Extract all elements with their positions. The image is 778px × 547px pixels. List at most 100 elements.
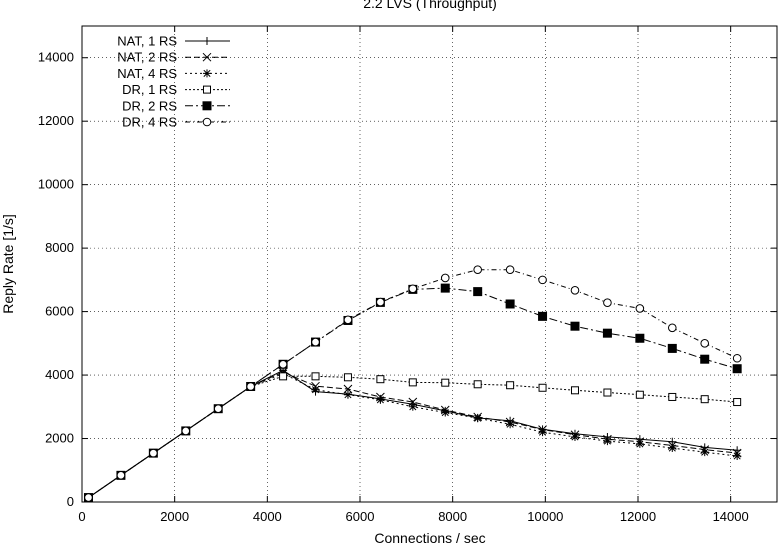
series-6 (84, 265, 742, 502)
data-point (473, 380, 482, 389)
series-3 (84, 369, 742, 502)
data-point (635, 390, 644, 399)
legend-label: DR, 4 RS (122, 115, 177, 130)
data-point (538, 383, 547, 392)
data-point (732, 364, 742, 374)
legend-item: DR, 2 RS (122, 98, 230, 113)
data-point (603, 298, 612, 308)
data-point (440, 283, 450, 293)
data-point (246, 382, 255, 391)
data-point (732, 353, 742, 363)
data-point (311, 337, 320, 347)
y-axis-label: Reply Rate [1/s] (0, 214, 16, 314)
series-4 (84, 372, 742, 502)
data-point (408, 284, 418, 294)
x-tick-label: 2000 (160, 509, 189, 524)
data-point (408, 378, 417, 387)
legend-marker (202, 101, 212, 111)
data-point (376, 395, 385, 404)
y-axis: 0 2000 4000 6000 8000 10000 12000 14000 (38, 50, 777, 509)
legend-label: NAT, 2 RS (117, 50, 177, 65)
data-point (667, 323, 677, 333)
legend-label: DR, 2 RS (122, 98, 177, 113)
legend-item: DR, 4 RS (122, 115, 230, 130)
y-tick-label: 4000 (45, 367, 74, 382)
data-point (538, 428, 547, 437)
data-point (505, 265, 515, 275)
data-point (149, 448, 158, 458)
data-point (279, 372, 288, 381)
x-tick-label: 0 (78, 509, 85, 524)
data-point (700, 395, 709, 404)
data-point (441, 378, 450, 387)
data-point (181, 426, 191, 436)
legend-item: DR, 1 RS (122, 82, 230, 97)
data-point (343, 315, 353, 325)
data-point (538, 311, 548, 321)
data-point (376, 297, 385, 307)
legend-marker (203, 85, 211, 94)
data-point (311, 385, 320, 394)
data-point (343, 390, 352, 399)
data-point (440, 273, 450, 283)
data-point (408, 402, 417, 411)
x-tick-label: 4000 (253, 509, 282, 524)
chart-title: 2.2 LVS (Throughput) (363, 0, 497, 11)
data-point (506, 381, 515, 390)
data-point (473, 265, 482, 275)
data-point (570, 386, 579, 395)
data-point (635, 439, 644, 448)
x-tick-label: 10000 (527, 509, 563, 524)
data-point (602, 328, 612, 338)
y-tick-label: 2000 (45, 431, 74, 446)
data-point (667, 343, 677, 353)
y-tick-label: 10000 (38, 177, 74, 192)
legend-label: NAT, 4 RS (117, 66, 177, 81)
x-axis: 0 2000 4000 6000 8000 10000 12000 14000 (78, 26, 749, 524)
legend-label: NAT, 1 RS (117, 34, 177, 49)
x-tick-label: 12000 (620, 509, 656, 524)
data-point (473, 287, 483, 297)
y-tick-label: 8000 (45, 240, 74, 255)
legend-marker (203, 69, 211, 78)
data-point (668, 392, 677, 401)
x-axis-label: Connections / sec (374, 530, 485, 546)
legend-marker (202, 52, 212, 62)
data-point (538, 275, 547, 285)
data-point (603, 388, 612, 397)
data-point (441, 408, 450, 417)
plot-frame (81, 25, 778, 503)
data-point (733, 451, 742, 460)
legend-marker (202, 117, 212, 127)
y-tick-label: 14000 (38, 50, 74, 65)
legend-label: DR, 1 RS (122, 82, 177, 97)
data-point (116, 471, 126, 480)
gridlines (82, 26, 777, 502)
data-point (570, 321, 580, 331)
data-point (570, 286, 580, 295)
data-point (84, 493, 93, 502)
data-point (700, 448, 709, 457)
data-point (635, 304, 645, 313)
legend-item: NAT, 2 RS (117, 50, 230, 65)
data-point (700, 354, 710, 364)
data-point (635, 333, 645, 343)
y-tick-label: 0 (67, 494, 74, 509)
x-tick-label: 8000 (438, 509, 467, 524)
data-point (473, 414, 482, 423)
data-point (311, 372, 320, 381)
data-point (668, 444, 677, 453)
data-point (506, 420, 515, 429)
data-point (603, 437, 612, 446)
data-point (505, 299, 515, 309)
data-point (700, 339, 710, 348)
legend-item: NAT, 1 RS (117, 34, 230, 49)
data-point (278, 359, 288, 369)
y-tick-label: 12000 (38, 113, 74, 128)
legend-item: NAT, 4 RS (117, 66, 230, 81)
legend-marker (203, 37, 211, 45)
data-point (570, 432, 579, 441)
data-point (343, 373, 352, 382)
